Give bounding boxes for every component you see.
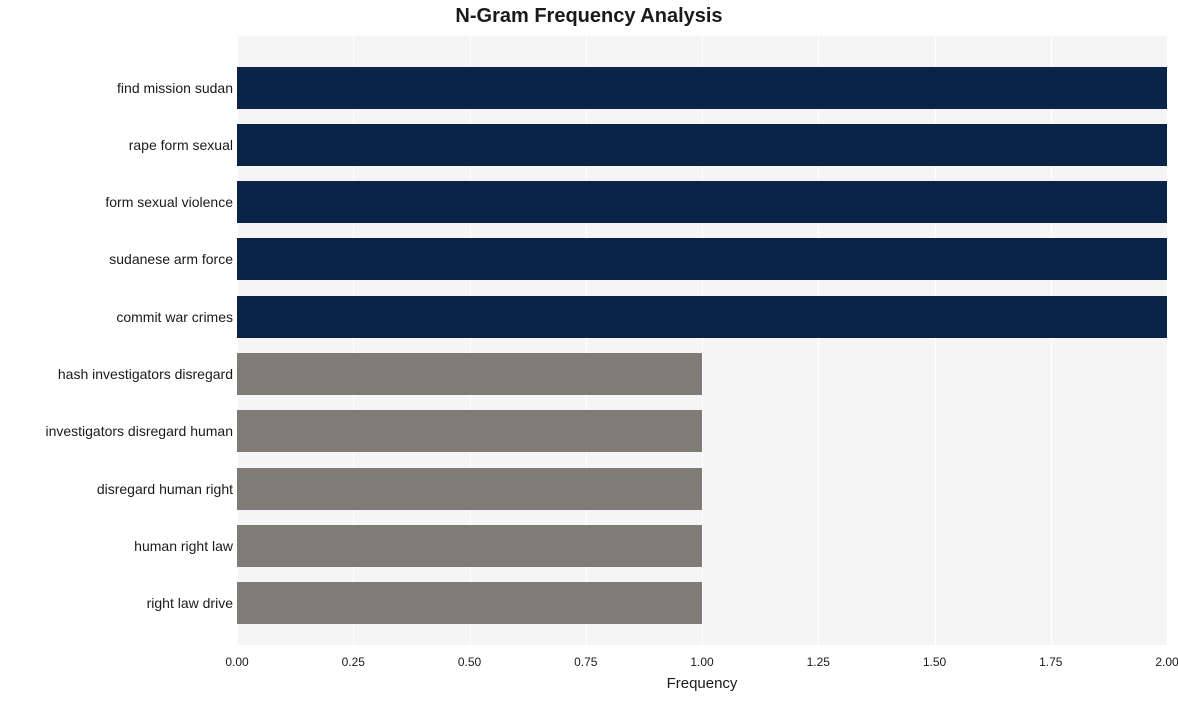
grid-line [1167,36,1168,645]
bar [237,296,1167,338]
y-tick-label: commit war crimes [0,309,233,325]
plot-area [237,36,1167,645]
y-tick-label: investigators disregard human [0,423,233,439]
y-tick-label: find mission sudan [0,80,233,96]
y-tick-label: right law drive [0,595,233,611]
bar [237,525,702,567]
y-tick-label: rape form sexual [0,137,233,153]
y-tick-label: human right law [0,538,233,554]
x-tick-label: 0.50 [458,655,481,669]
y-tick-label: disregard human right [0,481,233,497]
x-tick-label: 0.00 [225,655,248,669]
x-tick-label: 0.25 [342,655,365,669]
y-tick-label: form sexual violence [0,194,233,210]
bar [237,582,702,624]
x-tick-label: 1.75 [1039,655,1062,669]
x-tick-label: 0.75 [574,655,597,669]
x-tick-label: 2.00 [1155,655,1178,669]
bar [237,238,1167,280]
x-axis-title: Frequency [237,675,1167,692]
bar [237,67,1167,109]
bar [237,124,1167,166]
y-tick-label: sudanese arm force [0,251,233,267]
bar [237,353,702,395]
bar [237,410,702,452]
x-tick-label: 1.25 [807,655,830,669]
bar [237,181,1167,223]
ngram-frequency-chart: N-Gram Frequency Analysis find mission s… [0,0,1178,701]
y-tick-label: hash investigators disregard [0,366,233,382]
x-tick-label: 1.50 [923,655,946,669]
x-tick-label: 1.00 [690,655,713,669]
chart-title: N-Gram Frequency Analysis [0,5,1178,28]
bar [237,468,702,510]
